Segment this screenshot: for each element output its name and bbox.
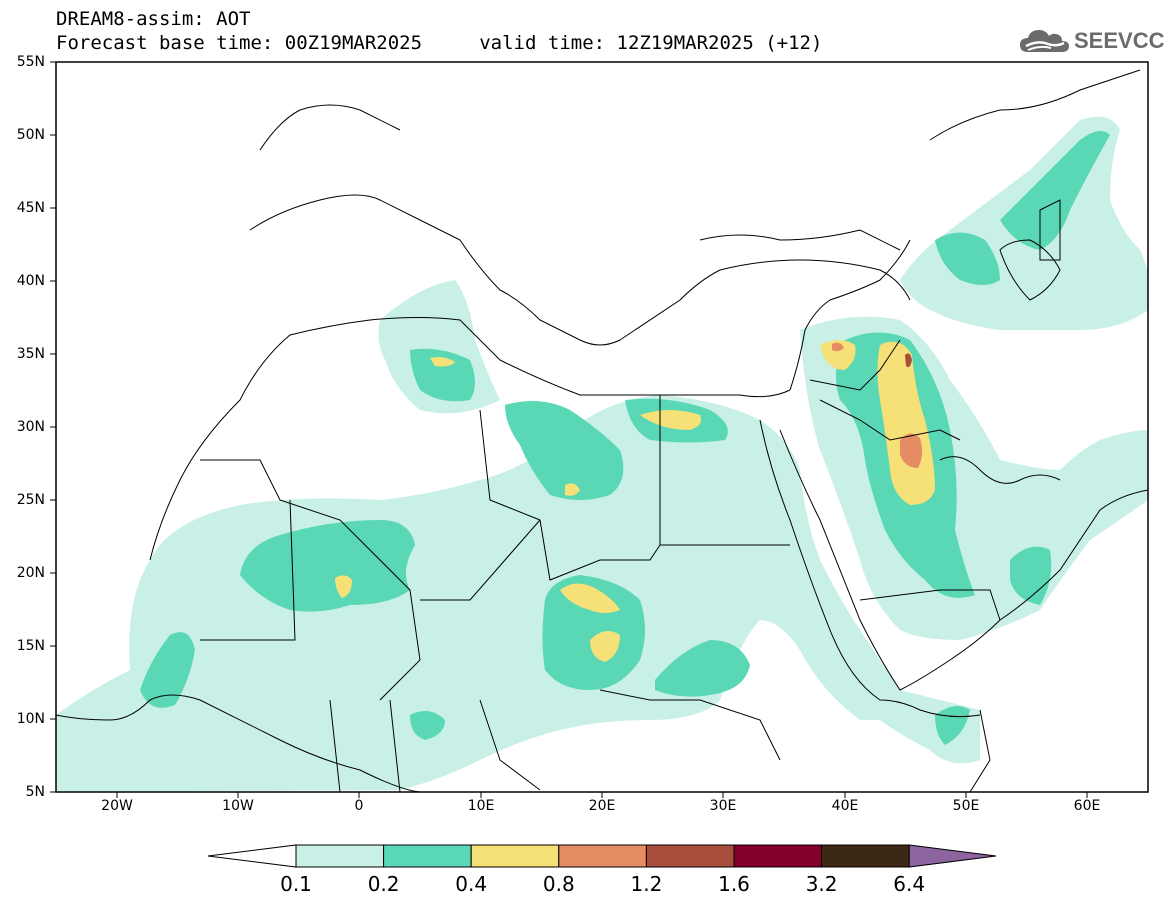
colorbar-label: 1.6 (718, 872, 750, 896)
colorbar-over-arrow (908, 844, 997, 868)
lat-label: 40N (16, 273, 45, 289)
lon-label: 0 (354, 798, 364, 814)
colorbar-swatch (645, 844, 735, 868)
cloud-icon (1020, 30, 1069, 52)
aot-band-0.8 (832, 342, 923, 468)
colorbar-swatch (821, 844, 910, 868)
colorbar-label: 6.4 (893, 872, 926, 896)
lon-label: 50E (952, 798, 980, 814)
colorbar-swatch (295, 844, 385, 868)
lat-label: 5N (25, 784, 45, 800)
lat-label: 45N (16, 200, 45, 216)
lat-label: 35N (16, 346, 45, 362)
aot-band-1.2 (905, 353, 912, 368)
lon-label: 60E (1073, 798, 1101, 814)
lon-label: 10E (467, 798, 495, 814)
coastlines (56, 69, 1148, 792)
colorbar-swatch (470, 844, 560, 868)
map-title: DREAM8-assim: AOT (56, 8, 251, 30)
lat-label: 50N (16, 127, 45, 143)
lat-label: 20N (16, 565, 45, 581)
lat-label: 30N (16, 419, 45, 435)
lat-label: 15N (16, 638, 45, 654)
colorbar-label: 3.2 (805, 872, 838, 896)
lon-ticks (116, 792, 1088, 798)
lon-label: 20E (588, 798, 616, 814)
lat-label: 10N (16, 711, 45, 727)
lon-label: 10W (222, 798, 254, 814)
colorbar-label: 0.8 (542, 872, 575, 896)
aot-field (56, 116, 1148, 792)
colorbar-swatch (558, 844, 647, 868)
colorbar-label: 0.1 (280, 872, 312, 896)
lon-label: 40E (831, 798, 859, 814)
colorbar (207, 844, 997, 868)
logo-text: SEEVCCC (1074, 28, 1165, 53)
aot-band-0.4 (335, 340, 935, 662)
lon-label: 30E (709, 798, 737, 814)
forecast-time-subtitle: Forecast base time: 00Z19MAR2025 valid t… (56, 32, 823, 54)
colorbar-under-arrow (207, 844, 297, 868)
lat-label: 55N (16, 54, 45, 70)
colorbar-label: 0.2 (367, 872, 400, 896)
colorbar-swatch (383, 844, 472, 868)
colorbar-swatch (733, 844, 823, 868)
lon-label: 20W (101, 798, 133, 814)
seevccc-logo: SEEVCCC (1018, 24, 1165, 58)
colorbar-label: 0.4 (455, 872, 488, 896)
lat-ticks (50, 61, 56, 793)
lat-label: 25N (16, 492, 45, 508)
colorbar-label: 1.2 (630, 872, 663, 896)
